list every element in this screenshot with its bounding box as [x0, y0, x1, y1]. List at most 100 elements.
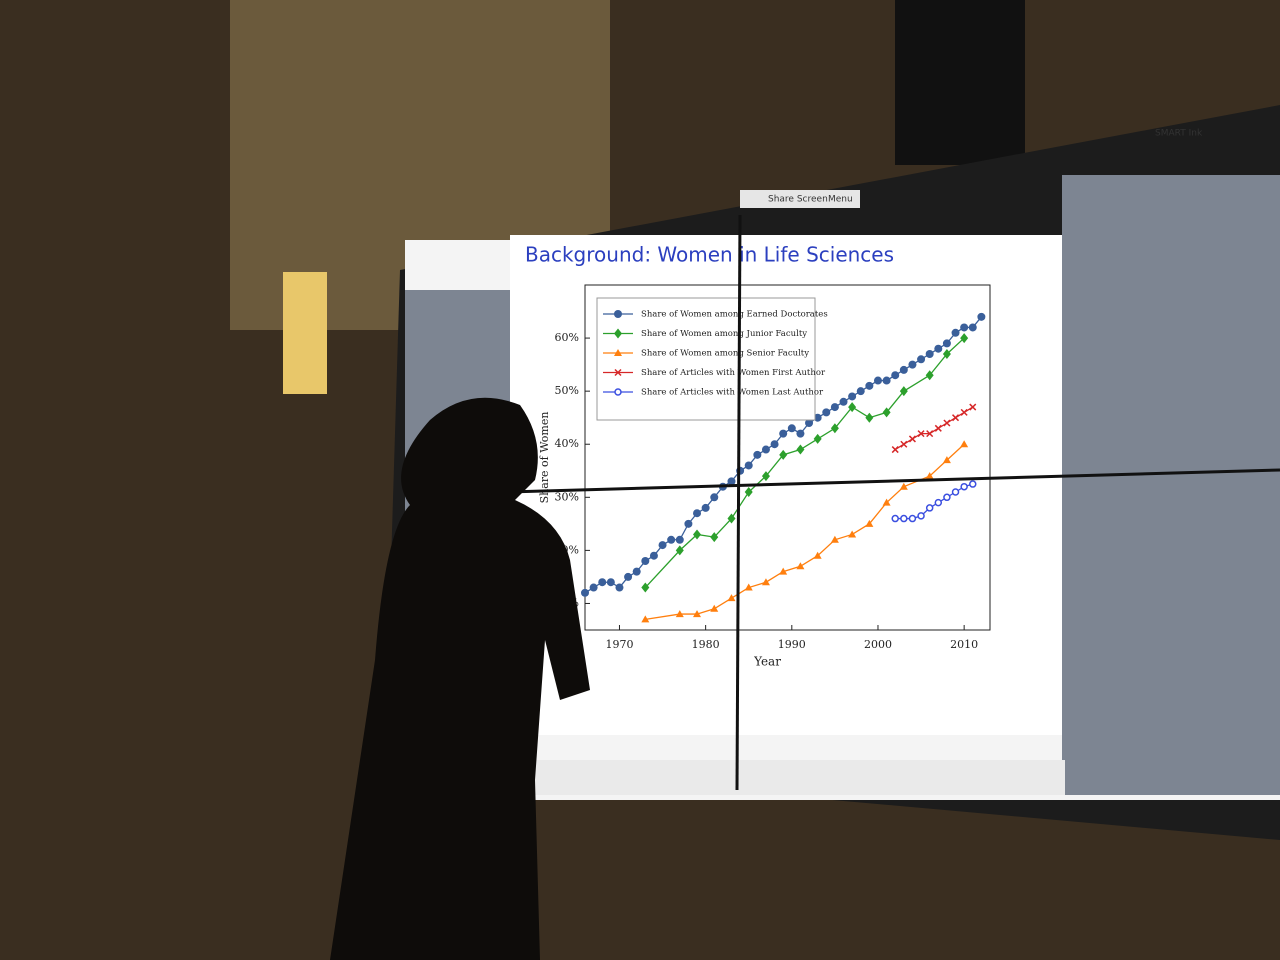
bezel	[735, 214, 742, 791]
x-tick-label: 2010	[950, 638, 978, 651]
point	[969, 480, 977, 488]
speaker	[895, 0, 1025, 165]
point	[952, 414, 960, 422]
point	[641, 615, 650, 623]
smart-ink-label[interactable]: SMART Ink	[1155, 129, 1203, 139]
point	[770, 440, 779, 449]
point	[899, 482, 908, 490]
point	[882, 498, 891, 506]
legend-label: Share of Women among Earned Doctorates	[641, 310, 828, 320]
point	[830, 423, 839, 434]
point	[813, 433, 822, 444]
point	[615, 583, 624, 592]
point	[934, 498, 943, 507]
legend-box	[596, 297, 816, 421]
point	[848, 392, 857, 401]
point	[848, 530, 857, 538]
point	[693, 529, 702, 540]
point	[581, 588, 589, 597]
point	[977, 312, 986, 321]
plot-frame	[584, 284, 991, 631]
point	[960, 440, 969, 448]
point	[848, 402, 857, 413]
slide-title: Background: Women in Life Sciences	[525, 243, 894, 267]
x-tick-label: 1990	[778, 638, 806, 651]
toolbar	[740, 190, 860, 208]
point	[641, 582, 650, 593]
x-tick-label: 2000	[864, 638, 892, 651]
point	[951, 488, 960, 496]
point	[891, 371, 900, 380]
point	[779, 449, 788, 460]
point	[839, 397, 848, 406]
y-axis-label: Share of Women	[538, 412, 551, 504]
point	[925, 472, 934, 480]
point	[960, 408, 968, 416]
point	[813, 551, 822, 559]
point	[710, 604, 719, 612]
point	[598, 578, 607, 587]
toolbar-label[interactable]: Menu	[828, 195, 853, 205]
point	[744, 583, 753, 591]
point	[899, 365, 908, 374]
series-line	[894, 406, 974, 451]
point	[744, 487, 753, 497]
series-line	[645, 443, 965, 621]
point	[649, 551, 658, 560]
point	[899, 386, 908, 397]
point	[675, 545, 684, 556]
point	[589, 583, 598, 592]
point	[925, 370, 934, 381]
point	[873, 376, 882, 385]
point	[917, 355, 926, 364]
point	[960, 323, 969, 332]
point	[753, 450, 762, 459]
point	[830, 403, 839, 412]
point	[693, 509, 702, 518]
point	[943, 419, 951, 427]
point	[900, 440, 908, 448]
point	[934, 344, 943, 353]
point	[960, 482, 968, 491]
point	[942, 339, 951, 348]
point	[942, 349, 951, 359]
point	[614, 328, 622, 339]
point	[925, 350, 934, 358]
point	[822, 408, 831, 417]
point	[796, 444, 805, 455]
series-line	[895, 483, 973, 520]
y-tick-label: 30%	[555, 490, 579, 503]
toolbar-label[interactable]: Share Screen	[768, 195, 828, 205]
point	[969, 403, 977, 411]
point	[667, 535, 676, 544]
point	[943, 493, 951, 502]
point	[882, 376, 891, 385]
point	[908, 435, 916, 443]
point	[908, 514, 917, 523]
point	[865, 412, 874, 423]
point	[727, 594, 736, 602]
point	[882, 407, 891, 418]
chart: 10%20%30%40%50%60%19701980199020002010Ye…	[538, 284, 991, 669]
point	[779, 429, 788, 438]
point	[908, 360, 917, 369]
point	[606, 578, 615, 587]
point	[710, 493, 719, 502]
point	[917, 430, 925, 438]
point	[761, 445, 770, 454]
point	[951, 328, 960, 337]
point	[856, 387, 865, 396]
point	[830, 535, 839, 543]
point	[744, 461, 753, 470]
point	[934, 424, 942, 432]
point	[658, 541, 667, 550]
point	[960, 333, 969, 344]
point	[796, 429, 805, 438]
x-tick-label: 1970	[605, 638, 633, 651]
point	[675, 610, 684, 618]
point	[796, 562, 805, 570]
point	[891, 446, 899, 454]
point	[761, 578, 770, 586]
point	[632, 567, 641, 576]
